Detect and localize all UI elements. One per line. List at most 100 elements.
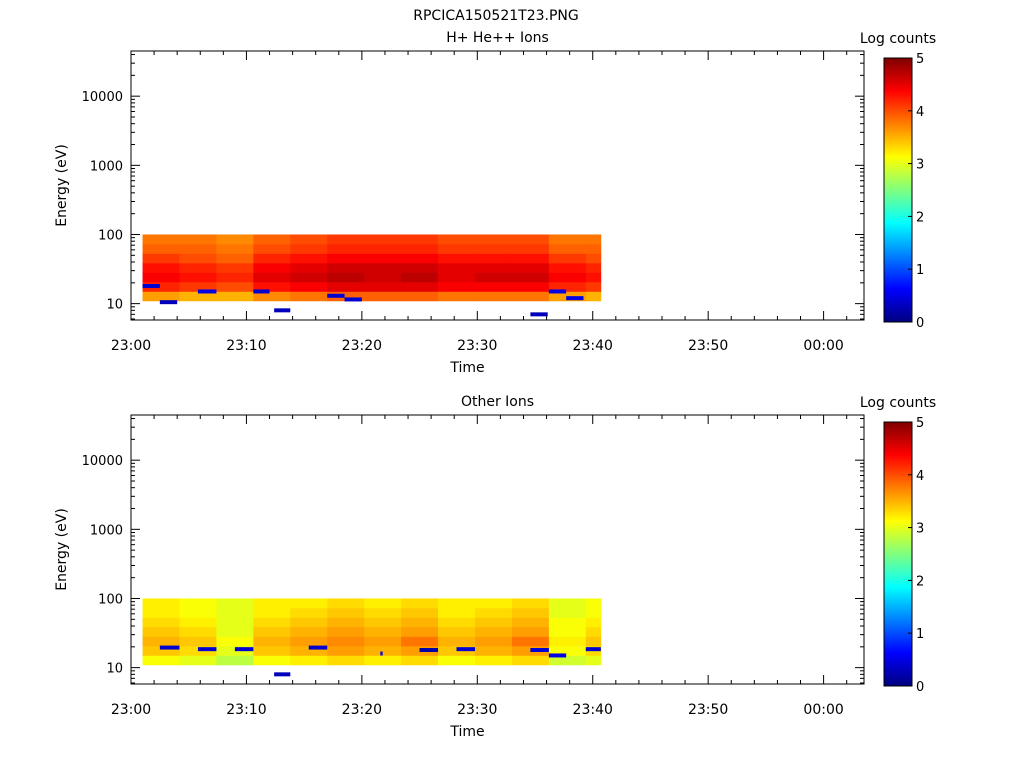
- colorbar-tick-label: 0: [916, 680, 924, 695]
- sparse-point: [274, 672, 291, 677]
- heatmap-cell: [179, 272, 217, 283]
- heatmap-cell: [401, 655, 439, 666]
- heatmap-cell: [438, 636, 476, 647]
- sparse-point: [308, 645, 328, 650]
- heatmap-cell: [438, 253, 476, 264]
- heatmap-cell: [438, 626, 476, 637]
- heatmap-cell: [327, 291, 365, 302]
- heatmap-cell: [216, 234, 254, 245]
- heatmap-cell: [511, 243, 550, 254]
- heatmap-cell: [401, 253, 439, 264]
- heatmap-cell: [474, 617, 513, 628]
- heatmap-cell: [253, 636, 291, 647]
- heatmap-cell: [327, 636, 365, 647]
- sparse-point: [327, 293, 345, 298]
- heatmap-cell: [364, 291, 402, 302]
- heatmap-cell: [585, 655, 602, 666]
- heatmap-cell: [474, 234, 513, 245]
- heatmap-cell: [474, 655, 513, 666]
- sparse-point: [548, 289, 567, 294]
- heatmap-cell: [585, 234, 602, 245]
- colorbar-tick-label: 2: [916, 574, 924, 589]
- heatmap-cell: [511, 234, 550, 245]
- heatmap-cell: [290, 598, 328, 609]
- heatmap-cell: [548, 655, 587, 666]
- heatmap-cell: [290, 626, 328, 637]
- heatmap-cell: [142, 291, 180, 302]
- heatmap-cell: [142, 626, 180, 637]
- sparse-point: [380, 651, 383, 656]
- heatmap-cell: [401, 607, 439, 618]
- heatmap-cell: [327, 243, 365, 254]
- heatmap-cell: [438, 655, 476, 666]
- sparse-point: [197, 647, 217, 652]
- x-tick-label: 23:20: [342, 702, 382, 718]
- heatmap-cell: [474, 598, 513, 609]
- colorbar-gradient: [883, 57, 913, 323]
- heatmap-cell: [253, 598, 291, 609]
- x-tick-label: 23:30: [457, 702, 497, 718]
- heatmap-cell: [585, 253, 602, 264]
- heatmap-cell: [401, 281, 439, 292]
- y-tick-label: 10: [106, 662, 123, 677]
- y-tick-label: 1000: [90, 523, 123, 538]
- heatmap-cell: [401, 234, 439, 245]
- heatmap-cell: [216, 598, 254, 609]
- heatmap-cell: [179, 607, 217, 618]
- heatmap-cell: [474, 281, 513, 292]
- heatmap-cell: [364, 598, 402, 609]
- heatmap-cells: [142, 234, 602, 302]
- heatmap-cell: [179, 626, 217, 637]
- sparse-point: [530, 647, 549, 652]
- heatmap-cell: [474, 645, 513, 656]
- heatmap-cell: [216, 636, 254, 647]
- heatmap-cell: [179, 253, 217, 264]
- heatmap-cell: [511, 272, 550, 283]
- heatmap-cell: [216, 253, 254, 264]
- heatmap-cell: [548, 253, 587, 264]
- sparse-point: [585, 647, 601, 652]
- heatmap-cell: [142, 655, 180, 666]
- heatmap-cell: [216, 272, 254, 283]
- heatmap-cell: [511, 281, 550, 292]
- heatmap-cell: [511, 598, 550, 609]
- heatmap-cell: [327, 253, 365, 264]
- heatmap-cell: [438, 234, 476, 245]
- heatmap-cell: [474, 291, 513, 302]
- heatmap-cell: [253, 243, 291, 254]
- heatmap-cell: [511, 636, 550, 647]
- heatmap-cell: [290, 291, 328, 302]
- heatmap-cell: [327, 598, 365, 609]
- heatmap-cell: [511, 626, 550, 637]
- heatmap-cell: [364, 655, 402, 666]
- heatmap-cell: [142, 607, 180, 618]
- heatmap-cell: [474, 607, 513, 618]
- heatmap-cell: [290, 645, 328, 656]
- heatmap-cell: [474, 272, 513, 283]
- heatmap-cell: [585, 262, 602, 273]
- heatmap-cell: [401, 617, 439, 628]
- heatmap-cell: [585, 617, 602, 628]
- heatmap-cell: [179, 636, 217, 647]
- heatmap-cell: [290, 253, 328, 264]
- colorbar-tick-label: 2: [916, 210, 924, 225]
- heatmap-cell: [585, 598, 602, 609]
- heatmap-cell: [548, 645, 587, 656]
- y-axis-label: Energy (eV): [54, 508, 70, 591]
- heatmap-cell: [474, 253, 513, 264]
- heatmap-cell: [511, 291, 550, 302]
- heatmap-cell: [438, 281, 476, 292]
- plot-frame: [130, 414, 865, 685]
- heatmap-cell: [179, 243, 217, 254]
- heatmap-cell: [290, 234, 328, 245]
- heatmap-cell: [585, 281, 602, 292]
- heatmap-cell: [253, 291, 291, 302]
- heatmap-cell: [179, 234, 217, 245]
- y-tick-label: 10: [106, 298, 123, 313]
- sparse-points: [159, 645, 601, 677]
- heatmap-cell: [253, 253, 291, 264]
- y-tick-label: 10000: [82, 90, 123, 105]
- colorbar-tick-label: 3: [916, 158, 924, 173]
- heatmap-cell: [548, 262, 587, 273]
- heatmap-cell: [253, 607, 291, 618]
